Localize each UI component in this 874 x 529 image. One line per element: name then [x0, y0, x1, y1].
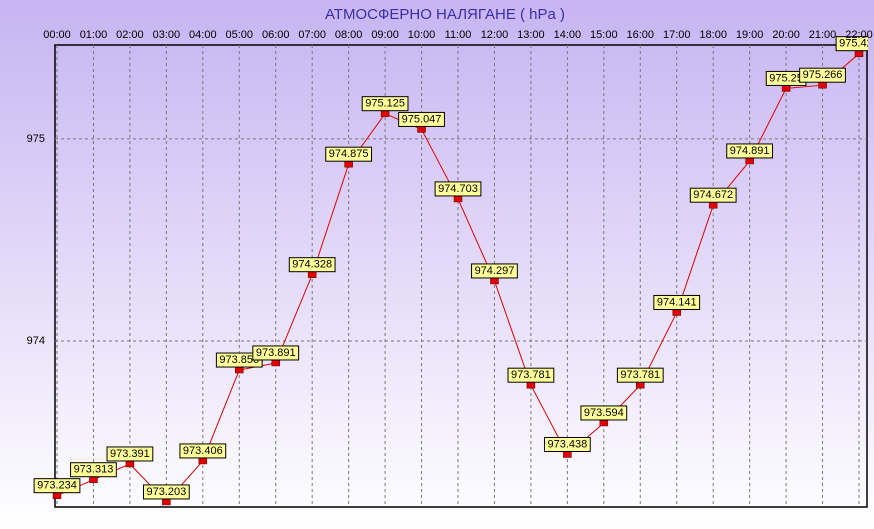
value-label-box — [653, 294, 701, 310]
data-point — [417, 126, 426, 133]
x-tick-label: 15:00 — [590, 29, 618, 41]
value-label-box — [33, 478, 81, 494]
value-label: 973.856 — [219, 354, 259, 366]
x-tick-label: 03:00 — [153, 29, 181, 41]
value-label-box — [142, 484, 190, 500]
y-tick-label: 975 — [27, 133, 45, 145]
data-point — [526, 381, 536, 389]
value-label-box — [288, 257, 336, 273]
chart-title: АТМОСФЕРНО НАЛЯГАНЕ ( hPa ) — [325, 6, 565, 23]
data-point — [307, 271, 317, 278]
data-point — [198, 457, 208, 465]
x-tick-label: 16:00 — [627, 29, 655, 41]
data-point — [490, 277, 499, 285]
value-label-box — [580, 405, 628, 421]
data-point — [89, 476, 98, 483]
x-tick-label: 08:00 — [335, 29, 363, 41]
x-tick-label: 02:00 — [116, 29, 144, 41]
data-point — [344, 160, 353, 168]
data-point — [380, 110, 390, 117]
value-label: 973.891 — [256, 347, 296, 359]
value-label: 974.891 — [730, 145, 770, 157]
data-point — [235, 366, 244, 374]
value-label-box — [106, 446, 154, 462]
data-point — [125, 460, 135, 468]
value-label: 975.25 — [769, 72, 803, 84]
value-label: 973.594 — [584, 407, 624, 419]
data-point — [745, 157, 754, 165]
x-tick-label: 05:00 — [226, 29, 254, 41]
x-tick-label: 11:00 — [445, 29, 472, 41]
value-label-box — [726, 143, 774, 159]
x-tick-label: 01:00 — [80, 29, 108, 41]
value-label-box — [689, 187, 737, 203]
data-point — [708, 201, 718, 209]
plot-frame — [54, 44, 868, 508]
data-point — [854, 50, 864, 57]
value-label: 975.422 — [839, 38, 874, 50]
value-label: 973.781 — [620, 369, 660, 381]
x-tick-label: 04:00 — [189, 29, 217, 41]
value-label-box — [398, 111, 445, 127]
x-tick-label: 14:00 — [554, 29, 582, 41]
value-label: 973.406 — [183, 445, 223, 457]
value-label-box — [434, 181, 482, 197]
value-label: 974.703 — [438, 183, 478, 195]
data-point — [52, 492, 62, 499]
value-label: 975.047 — [402, 113, 442, 125]
data-point — [453, 195, 463, 203]
value-label-box — [616, 367, 664, 383]
data-point — [599, 419, 609, 427]
value-label: 975.266 — [803, 69, 843, 81]
data-point — [818, 81, 827, 89]
x-tick-label: 17:00 — [663, 29, 691, 41]
x-tick-label: 12:00 — [481, 29, 509, 41]
value-label-box — [325, 146, 373, 162]
value-label: 973.203 — [146, 486, 186, 498]
value-label: 974.328 — [292, 259, 332, 271]
value-label: 973.391 — [110, 448, 150, 460]
x-tick-label: 10:00 — [408, 29, 436, 41]
value-label-box — [543, 436, 591, 452]
value-label: 974.297 — [475, 265, 515, 277]
value-label: 973.313 — [74, 464, 114, 476]
x-tick-label: 19:00 — [736, 29, 764, 41]
data-point — [271, 359, 280, 367]
value-label: 975.125 — [365, 98, 405, 110]
value-label: 974.141 — [657, 296, 697, 308]
x-tick-label: 21:00 — [809, 29, 837, 41]
value-label: 974.875 — [329, 148, 369, 160]
value-label: 973.234 — [37, 480, 77, 492]
y-tick-label: 974 — [27, 335, 45, 347]
x-tick-label: 07:00 — [298, 29, 326, 41]
data-point — [636, 381, 645, 389]
x-tick-label: 13:00 — [517, 29, 545, 41]
value-label-box — [835, 36, 868, 52]
x-tick-label: 06:00 — [262, 29, 290, 41]
x-tick-label: 18:00 — [699, 29, 727, 41]
value-label-box — [799, 67, 846, 83]
x-tick-label: 22:00 — [845, 29, 873, 41]
value-label: 974.672 — [693, 189, 733, 201]
data-point — [162, 498, 171, 506]
value-label-box — [361, 96, 409, 112]
value-label: 973.438 — [547, 438, 587, 450]
value-label-box — [507, 367, 555, 383]
data-point — [563, 451, 572, 458]
x-tick-label: 00:00 — [43, 29, 71, 41]
value-label-box — [70, 462, 117, 478]
value-label-box — [471, 263, 518, 279]
data-point — [781, 85, 791, 92]
value-label: 973.781 — [511, 369, 551, 381]
value-label-box — [179, 443, 227, 459]
x-tick-label: 20:00 — [772, 29, 800, 41]
x-tick-label: 09:00 — [371, 29, 399, 41]
data-point — [672, 309, 681, 316]
value-label-box — [252, 345, 300, 361]
